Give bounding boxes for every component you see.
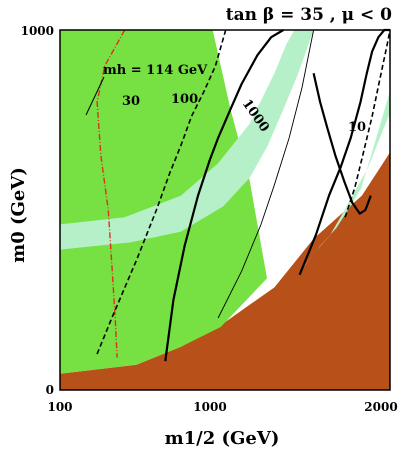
contour-label-30: 30 — [122, 94, 140, 109]
region-2 — [60, 30, 314, 250]
contour-line-6 — [312, 72, 372, 215]
contour-label-10: 10 — [348, 120, 366, 135]
higgs-contour-label: mh = 114 GeV — [103, 63, 208, 78]
contour-line-5 — [344, 29, 391, 218]
y-tick-0: 0 — [46, 383, 54, 397]
x-tick-100: 100 — [47, 400, 72, 414]
contour-line-0 — [96, 29, 126, 358]
contour-line-3 — [217, 29, 315, 319]
higgs-label-arrow — [85, 76, 105, 116]
plot-frame — [59, 29, 391, 391]
contour-label-100: 100 — [171, 92, 198, 107]
region-0 — [60, 152, 390, 390]
chart-title: tan β = 35 , μ < 0 — [226, 5, 392, 25]
x-axis-label: m1/2 (GeV) — [165, 428, 280, 449]
contour-line-4 — [298, 28, 390, 276]
contour-line-1 — [164, 29, 284, 362]
y-tick-1000: 1000 — [21, 24, 54, 38]
contour-line-2 — [96, 29, 227, 355]
x-tick-2000: 2000 — [364, 400, 397, 414]
y-axis-label: m0 (GeV) — [8, 167, 29, 263]
region-1 — [60, 30, 267, 374]
x-tick-1000: 1000 — [193, 400, 226, 414]
